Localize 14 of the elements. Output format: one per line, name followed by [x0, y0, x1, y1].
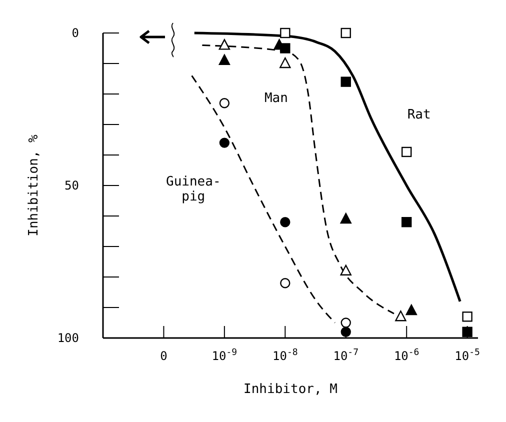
- y-axis-title: Inhibition, %: [26, 134, 42, 236]
- x-tick-label: 10$^{-9}$: [212, 348, 238, 363]
- series-label: Guinea-pig: [166, 174, 221, 204]
- x-tick-label: 10$^{-5}$: [454, 348, 480, 363]
- x-tick-label: 10$^{-7}$: [333, 348, 359, 363]
- text: Rat: [407, 107, 431, 122]
- x-tick-label: 10$^{-6}$: [394, 348, 420, 363]
- x-tick-label: 10$^{-8}$: [272, 348, 298, 363]
- y-tick-label: 50: [64, 178, 79, 192]
- x-axis-title: Inhibitor, M: [244, 382, 338, 397]
- x-tick-label: 0: [160, 349, 168, 363]
- y-tick-label: 0: [72, 26, 79, 40]
- y-tick-label: 100: [57, 331, 79, 345]
- series-label: Man: [264, 91, 288, 106]
